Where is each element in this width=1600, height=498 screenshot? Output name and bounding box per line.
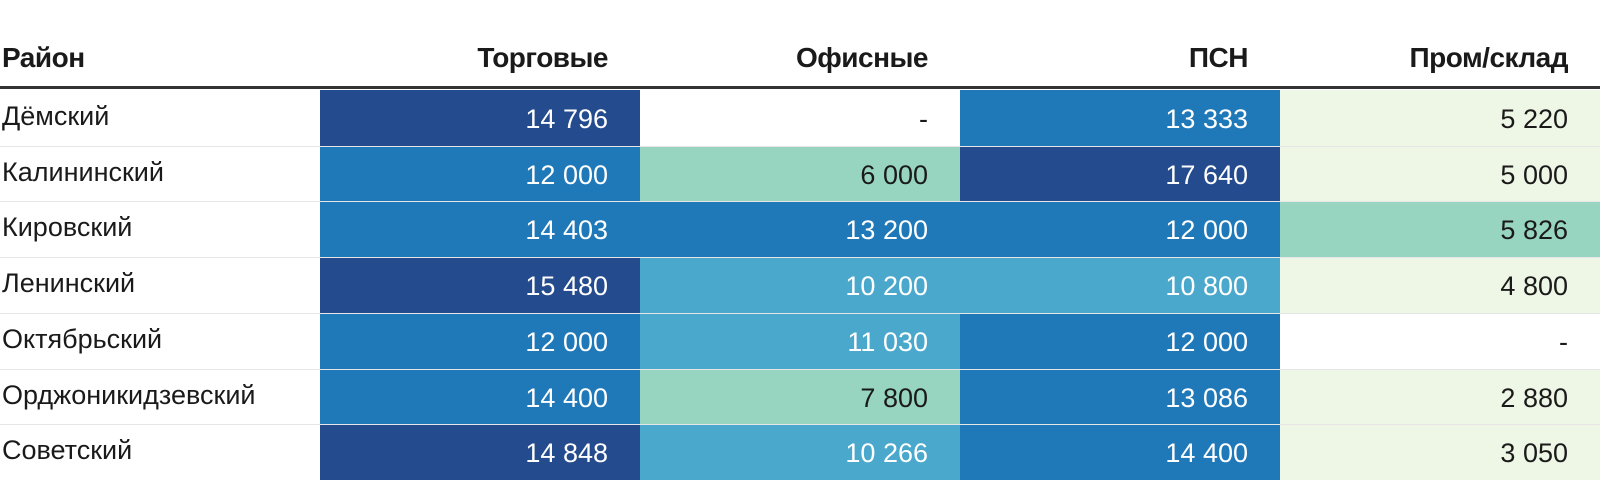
column-header-2: Офисные xyxy=(796,42,928,73)
heatmap-cell: 12 000 xyxy=(960,312,1280,369)
header-divider xyxy=(0,86,1600,89)
heatmap-cell: 10 266 xyxy=(640,424,960,481)
heatmap-cell: 10 800 xyxy=(960,257,1280,314)
table-row: Ленинский 15 480 10 200 10 800 4 800 xyxy=(0,257,1600,314)
column-header-4: Пром/склад xyxy=(1409,42,1568,73)
heatmap-cell: 6 000 xyxy=(640,145,960,202)
heatmap-cell: 14 400 xyxy=(960,424,1280,481)
row-label: Октябрьский xyxy=(2,323,163,354)
heatmap-cell: 3 050 xyxy=(1280,424,1600,481)
row-label: Ленинский xyxy=(2,268,136,299)
heatmap-cell: - xyxy=(640,90,960,146)
heatmap-cell: 14 403 xyxy=(320,201,640,258)
row-divider xyxy=(0,312,1600,314)
heatmap-cell: 17 640 xyxy=(960,145,1280,202)
row-divider xyxy=(0,424,1600,426)
table-row: Дёмский 14 796-13 333 5 220 xyxy=(0,90,1600,146)
column-header-1: Торговые xyxy=(477,42,608,73)
heatmap-cell: 4 800 xyxy=(1280,257,1600,314)
heatmap-cell: 10 200 xyxy=(640,257,960,314)
row-divider xyxy=(0,368,1600,370)
row-label: Орджоникидзевский xyxy=(2,379,256,410)
column-header-3: ПСН xyxy=(1188,42,1249,73)
heatmap-cell: 2 880 xyxy=(1280,368,1600,425)
table-row: Калининский 12 000 6 000 17 640 5 000 xyxy=(0,145,1600,202)
row-divider xyxy=(0,145,1600,147)
heatmap-cell: 12 000 xyxy=(320,145,640,202)
heatmap-cell: 5 826 xyxy=(1280,201,1600,258)
heatmap-cell: 13 086 xyxy=(960,368,1280,425)
heatmap-cell: 5 000 xyxy=(1280,145,1600,202)
heatmap-cell: 7 800 xyxy=(640,368,960,425)
heatmap-cell: 14 848 xyxy=(320,424,640,481)
heatmap-cell: 13 200 xyxy=(640,201,960,258)
heatmap-cell: 12 000 xyxy=(960,201,1280,258)
table-row: Октябрьский 12 000 11 030 12 000- xyxy=(0,312,1600,369)
heatmap-cell: 13 333 xyxy=(960,90,1280,146)
heatmap-cell: 14 796 xyxy=(320,90,640,146)
row-label: Кировский xyxy=(2,212,133,243)
heatmap-cell: - xyxy=(1280,312,1600,369)
table-row: Кировский 14 403 13 200 12 000 5 826 xyxy=(0,201,1600,258)
row-label: Калининский xyxy=(2,156,164,187)
table-row: Советский 14 848 10 266 14 400 3 050 xyxy=(0,424,1600,481)
row-divider xyxy=(0,257,1600,259)
heatmap-cell: 11 030 xyxy=(640,312,960,369)
heatmap-cell: 5 220 xyxy=(1280,90,1600,146)
heatmap-cell: 14 400 xyxy=(320,368,640,425)
table-row: Орджоникидзевский 14 400 7 800 13 086 2 880 xyxy=(0,368,1600,425)
column-header-0: Район xyxy=(2,42,85,73)
heatmap-cell: 12 000 xyxy=(320,312,640,369)
row-label: Дёмский xyxy=(2,101,110,131)
heatmap-cell: 15 480 xyxy=(320,257,640,314)
row-divider xyxy=(0,201,1600,203)
row-label: Советский xyxy=(2,435,133,466)
